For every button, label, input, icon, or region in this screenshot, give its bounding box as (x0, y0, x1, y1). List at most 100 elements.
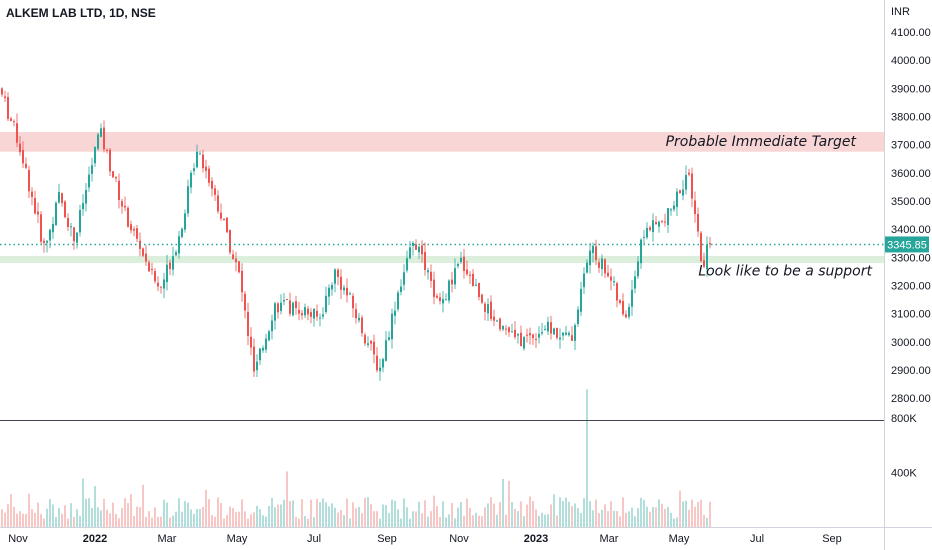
volume-bar (334, 507, 336, 527)
volume-bar (64, 505, 66, 527)
volume-bar (97, 507, 99, 527)
candle-body (703, 260, 705, 267)
volume-bar (670, 512, 672, 527)
candle-body (442, 299, 444, 304)
volume-bar (43, 518, 45, 527)
volume-bar (166, 502, 168, 527)
volume-bar (400, 518, 402, 527)
volume-bar (649, 511, 651, 527)
volume-bar (148, 511, 150, 527)
candle-body (25, 163, 27, 168)
volume-bar (475, 512, 477, 527)
candle-body (199, 153, 201, 155)
volume-bar (379, 518, 381, 527)
volume-bar (55, 517, 57, 527)
volume-bar (115, 513, 117, 527)
volume-bar (220, 503, 222, 527)
candle-body (667, 208, 669, 226)
candle-body (523, 337, 525, 349)
time-tick-label: Sep (822, 533, 842, 545)
volume-bar (181, 511, 183, 527)
candle-body (583, 273, 585, 288)
volume-bar (631, 507, 633, 527)
volume-bar (235, 512, 237, 527)
candle-body (37, 211, 39, 215)
volume-bar (76, 509, 78, 527)
candle-body (640, 239, 642, 264)
volume-bar (253, 512, 255, 527)
volume-bar (169, 517, 171, 527)
candle-body (301, 313, 303, 316)
candle-body (574, 325, 576, 341)
volume-bar (634, 516, 636, 527)
candle-body (622, 300, 624, 315)
volume-bar (67, 518, 69, 527)
volume-bar (526, 504, 528, 527)
candle-body (355, 309, 357, 319)
candle-body (184, 213, 186, 230)
candle-body (250, 336, 252, 348)
candle-body (661, 221, 663, 223)
support-annotation: Look like to be a support (698, 263, 872, 279)
volume-bar (553, 494, 555, 527)
candle-body (430, 271, 432, 281)
candle-body (538, 333, 540, 338)
volume-bar (559, 497, 561, 527)
price-tick-label: 3300.00 (891, 252, 931, 264)
volume-bar (226, 514, 228, 527)
candle-body (406, 258, 408, 271)
candle-body (160, 286, 162, 288)
volume-bar (343, 515, 345, 527)
volume-bar (703, 514, 705, 527)
candle-body (412, 242, 414, 246)
candle-body (469, 274, 471, 276)
volume-bar (535, 509, 537, 527)
volume-bar (22, 513, 24, 527)
volume-bar (79, 516, 81, 527)
volume-bar (580, 513, 582, 527)
candle-body (457, 263, 459, 267)
volume-bar (187, 502, 189, 527)
candle-body (691, 173, 693, 199)
candle-body (238, 261, 240, 273)
volume-bar (511, 501, 513, 527)
candle-body (433, 279, 435, 297)
volume-bar (667, 507, 669, 527)
candle-body (397, 292, 399, 310)
time-tick-label: 2022 (83, 533, 107, 545)
price-tick-label: 4000.00 (891, 55, 931, 67)
candle-body (598, 262, 600, 268)
volume-bar (451, 503, 453, 527)
candle-body (514, 329, 516, 337)
volume-bar (556, 515, 558, 527)
candle-body (211, 180, 213, 189)
volume-bar (691, 499, 693, 527)
candle-body (232, 254, 234, 259)
volume-bar (313, 517, 315, 527)
candle-body (331, 285, 333, 290)
price-tick-label: 3200.00 (891, 281, 931, 293)
candle-body (709, 243, 711, 245)
volume-bar (16, 513, 18, 527)
volume-bar (190, 509, 192, 527)
volume-bar (172, 515, 174, 527)
time-tick-label: May (669, 533, 690, 545)
volume-bar (472, 515, 474, 527)
volume-bar (280, 504, 282, 527)
price-tick-label: 3900.00 (891, 83, 931, 95)
time-tick-label: Nov (8, 533, 28, 545)
candle-body (79, 209, 81, 233)
volume-bar (217, 497, 219, 527)
candle-body (229, 229, 231, 253)
price-tick-label: 3600.00 (891, 168, 931, 180)
volume-bar (586, 389, 588, 527)
volume-bar (205, 489, 207, 527)
volume-bar (394, 500, 396, 527)
candle-body (328, 287, 330, 297)
candle-body (388, 337, 390, 340)
price-tick-label: 3100.00 (891, 309, 931, 321)
chart-title: ALKEM LAB LTD, 1D, NSE (6, 6, 156, 20)
volume-bar (502, 478, 504, 527)
volume-bar (151, 517, 153, 527)
